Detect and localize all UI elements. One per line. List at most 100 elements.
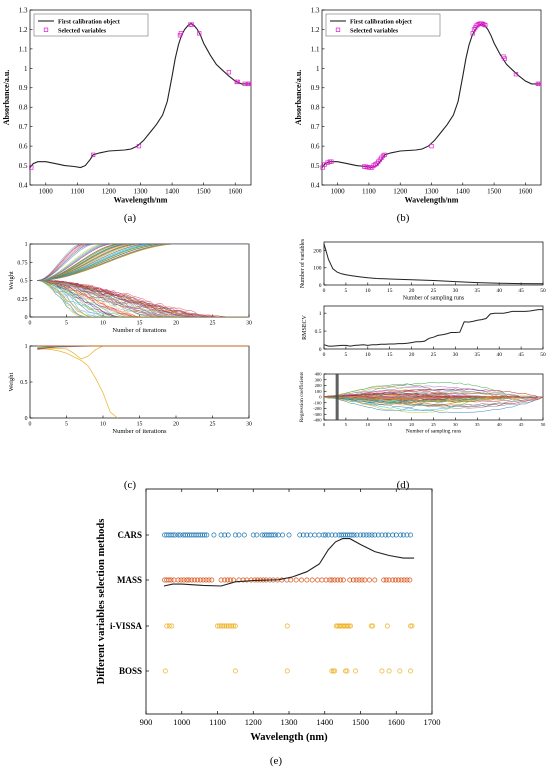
selected-wavelength-marker	[375, 532, 381, 538]
x-tick-label: 1000	[173, 717, 190, 727]
legend-marker-swatch	[335, 27, 341, 32]
selected-wavelength-marker	[222, 577, 228, 583]
selected-wavelength-marker	[356, 577, 362, 583]
selected-wavelength-marker	[390, 577, 396, 583]
selected-wavelength-marker	[386, 577, 392, 583]
weight-line	[37, 348, 118, 419]
y-tick-label: 0.5	[19, 162, 28, 170]
y-tick-label: 0.6	[311, 143, 320, 151]
selected-wavelength-marker	[293, 577, 299, 583]
selected-variable-marker	[189, 22, 194, 27]
selected-wavelength-marker	[329, 532, 335, 538]
selected-wavelength-marker	[332, 668, 338, 674]
y-tick-label: 100	[313, 266, 322, 272]
selected-wavelength-marker	[236, 532, 242, 538]
selected-wavelength-marker	[259, 532, 265, 538]
selected-variable-marker	[235, 79, 240, 85]
selected-variable-marker	[247, 81, 252, 87]
y-axis-label: Weight	[8, 271, 15, 290]
weight-trajectory	[37, 280, 249, 317]
method-label: i-VISSA	[110, 621, 143, 631]
selected-wavelength-marker	[250, 532, 256, 538]
selected-variable-marker	[136, 143, 142, 149]
selected-wavelength-marker	[346, 623, 352, 629]
x-tick-label: 5	[345, 422, 348, 427]
weight-trajectory	[37, 244, 249, 281]
selected-wavelength-marker	[184, 577, 190, 583]
selected-wavelength-marker	[227, 577, 233, 583]
y-tick-label: 0.25	[17, 297, 27, 303]
weight-trajectory	[37, 244, 249, 281]
y-tick-label: 0	[25, 416, 28, 422]
selected-wavelength-marker	[225, 532, 231, 538]
y-tick-label: 0.5	[20, 279, 27, 285]
weight-trajectory	[37, 280, 249, 317]
y-tick-label: 200	[313, 249, 322, 255]
weight-trajectory	[37, 244, 249, 281]
x-tick-label: 35	[475, 288, 481, 294]
weight-trajectory	[37, 244, 249, 281]
weight-trajectory	[37, 244, 249, 281]
weight-trajectory	[37, 280, 249, 317]
selected-wavelength-marker	[344, 668, 350, 674]
selected-wavelength-marker	[332, 577, 338, 583]
selected-wavelength-marker	[330, 668, 336, 674]
x-tick-label: 45	[519, 422, 524, 427]
selected-wavelength-marker	[323, 577, 329, 583]
selected-variable-marker	[429, 143, 434, 149]
x-tick-label: 20	[173, 320, 179, 326]
x-tick-label: 1200	[245, 717, 262, 727]
weight-trajectory	[37, 280, 249, 317]
y-tick-label: 1.2	[311, 26, 320, 34]
selected-variable-marker	[536, 81, 542, 87]
selected-variable-marker	[242, 81, 247, 87]
selected-wavelength-marker	[329, 577, 335, 583]
weight-trajectory	[37, 244, 249, 281]
panel-c-weight-chart-top: 0 5 10 15 20 25 30 0 0.25 0.5 0.75 1 Number of itera…	[8, 242, 252, 334]
x-tick-label: 5	[65, 421, 68, 427]
selected-wavelength-marker	[398, 532, 403, 538]
y-tick-label: 1	[25, 344, 28, 350]
weight-trajectory	[37, 244, 249, 281]
weight-trajectory	[37, 280, 249, 317]
selected-wavelength-marker	[409, 623, 415, 629]
y-axis-label: Number of variables	[299, 238, 306, 288]
selected-wavelength-marker	[189, 577, 195, 583]
weight-trajectory	[37, 280, 249, 317]
legend-marker-swatch	[43, 27, 49, 32]
plot-frame	[29, 345, 250, 419]
x-tick-label: 1300	[134, 188, 149, 196]
selected-wavelength-marker	[368, 623, 374, 629]
x-axis-label: Wavelength/nm	[114, 196, 168, 205]
weight-trajectory	[37, 280, 249, 317]
selected-variable-marker	[513, 72, 519, 77]
plot-frame	[29, 243, 250, 318]
selected-wavelength-marker	[320, 532, 326, 538]
x-tick-label: 45	[518, 352, 524, 358]
selected-wavelength-marker	[166, 577, 172, 583]
y-tick-label: 0.4	[19, 181, 28, 189]
selected-wavelength-marker	[186, 577, 192, 583]
x-tick-label: 15	[387, 288, 393, 294]
optimal-run-marker	[335, 374, 339, 420]
selected-wavelength-marker	[175, 577, 181, 583]
coefficient-path	[324, 392, 543, 398]
selected-wavelength-marker	[363, 532, 369, 538]
weight-trajectory	[37, 244, 249, 281]
selected-wavelength-marker	[309, 577, 315, 583]
x-tick-label: 900	[140, 717, 153, 727]
y-tick-label: 0.9	[19, 84, 28, 92]
x-tick-label: 1500	[352, 717, 369, 727]
x-tick-label: 1600	[518, 188, 533, 196]
selected-wavelength-marker	[329, 668, 335, 674]
selected-wavelength-marker	[178, 577, 184, 583]
x-tick-label: 5	[345, 352, 348, 358]
x-tick-label: 20	[409, 352, 415, 358]
y-tick-label: 1	[24, 65, 28, 73]
weight-trajectory	[37, 280, 249, 317]
selected-variable-marker	[90, 152, 96, 158]
selected-wavelength-marker	[335, 577, 341, 583]
y-tick-label: 0.7	[19, 123, 28, 131]
selected-wavelength-marker	[211, 532, 217, 538]
